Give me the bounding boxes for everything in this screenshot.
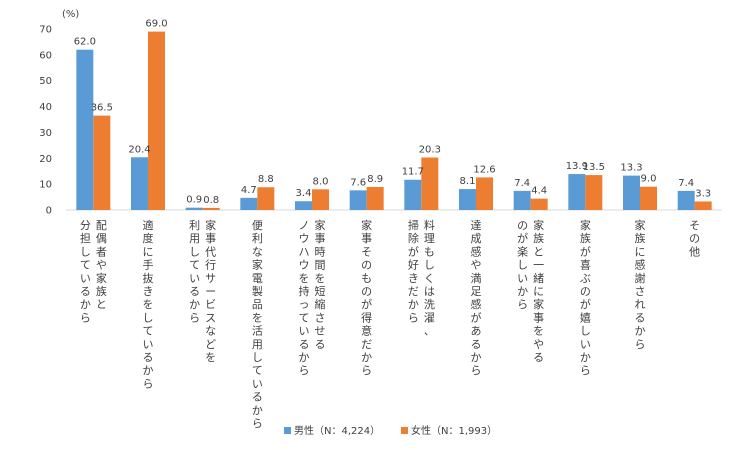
y-tick-label: 0: [46, 206, 52, 217]
bar-female-9: [585, 175, 603, 210]
data-label: 3.4: [296, 188, 312, 199]
y-tick-label: 60: [39, 50, 52, 61]
data-label: 8.1: [460, 176, 476, 187]
data-label: 13.3: [620, 163, 642, 174]
category-label: 家族が喜ぶのが嬉しいから: [580, 218, 591, 377]
bar-female-0: [93, 115, 111, 210]
data-label: 7.4: [678, 178, 694, 189]
data-label: 8.9: [367, 174, 383, 185]
data-label: 69.0: [145, 19, 167, 30]
legend-label-male: 男性（N：4,224）: [294, 424, 380, 437]
bar-female-11: [694, 201, 712, 210]
bar-female-5: [366, 186, 384, 210]
data-label: 13.5: [583, 162, 605, 173]
data-label: 4.4: [531, 186, 547, 197]
bar-male-1: [131, 157, 148, 210]
category-label: その他: [689, 219, 700, 258]
data-labels: 62.0 36.5 20.4 69.0 0.9 0.8 4.78.8 3.48.0 7.6 8.9…: [74, 19, 711, 206]
category-label: 適度に手抜きをしているから: [143, 218, 154, 390]
data-label: 13.9: [566, 161, 588, 172]
category-label: 便利な家電製品を活用しているから: [252, 219, 263, 430]
y-axis-ticks: 0 10 20 30 40 50 60 70: [39, 25, 52, 217]
bar-male-9: [568, 174, 586, 210]
data-label: 7.6: [350, 177, 366, 188]
data-label: 20.3: [419, 145, 441, 156]
category-label: 家族と一緒に家事をやる: [533, 218, 544, 364]
data-label: 11.7: [402, 167, 424, 178]
bar-female-4: [312, 189, 329, 210]
y-tick-label: 20: [39, 154, 52, 165]
category-label: 家事時間を短縮させる: [315, 218, 326, 351]
data-label: 12.6: [473, 164, 495, 175]
data-label: 3.3: [695, 188, 711, 199]
category-label: 利用しているから: [189, 219, 200, 324]
y-tick-label: 70: [39, 25, 52, 36]
data-label: 0.9: [186, 195, 202, 206]
data-label: 0.8: [203, 195, 219, 206]
bar-female-1: [148, 31, 165, 211]
category-label: 家事そのものが得意だから: [361, 218, 372, 377]
category-label: 分担しているから: [80, 219, 91, 324]
legend-label-female: 女性（N：1,993）: [411, 424, 497, 437]
category-label: 達成感や満足感があるから: [471, 219, 482, 377]
data-label: 4.7: [241, 185, 257, 196]
bar-female-6: [421, 157, 439, 210]
bar-male-7: [459, 189, 476, 210]
data-label: 62.0: [74, 37, 96, 48]
bar-female-3: [257, 187, 275, 210]
y-tick-label: 10: [39, 180, 52, 191]
category-label: のが楽しいから: [517, 219, 528, 311]
bar-female-7: [476, 177, 493, 210]
legend-swatch-male: [284, 427, 291, 434]
bar-male-0: [76, 49, 94, 210]
category-label: 家事代行サービスなどを: [205, 218, 216, 364]
data-label: 7.4: [514, 178, 530, 189]
bar-male-11: [677, 190, 695, 210]
bar-female-10: [640, 186, 657, 210]
bar-male-8: [513, 190, 531, 210]
bars: [76, 31, 712, 211]
bar-female-8: [530, 198, 548, 210]
category-label: 料理もしくは洗濯、: [424, 218, 435, 338]
data-label: 9.0: [641, 174, 657, 185]
data-label: 20.4: [128, 144, 150, 155]
category-label: 掃除が好きだから: [408, 218, 419, 324]
category-label: ノウハウを持っているから: [299, 219, 310, 377]
data-label: 8.8: [258, 174, 274, 185]
bar-male-2: [185, 207, 203, 210]
legend-swatch-female: [401, 427, 408, 434]
legend: 男性（N：4,224） 女性（N：1,993）: [284, 424, 497, 437]
category-label: 配偶者や家族と: [96, 219, 107, 311]
y-tick-label: 50: [39, 76, 52, 87]
bar-male-6: [404, 179, 422, 210]
y-tick-label: 40: [39, 102, 52, 113]
bar-male-10: [623, 175, 640, 210]
data-label: 36.5: [91, 103, 113, 114]
bar-male-4: [295, 201, 312, 210]
category-label: 家族に感謝されるから: [635, 218, 646, 351]
y-unit-label: (%): [62, 9, 79, 20]
data-label: 8.0: [313, 176, 329, 187]
y-tick-label: 30: [39, 128, 52, 139]
bar-female-2: [202, 207, 220, 210]
bar-male-3: [240, 197, 258, 210]
bar-male-5: [349, 190, 367, 210]
